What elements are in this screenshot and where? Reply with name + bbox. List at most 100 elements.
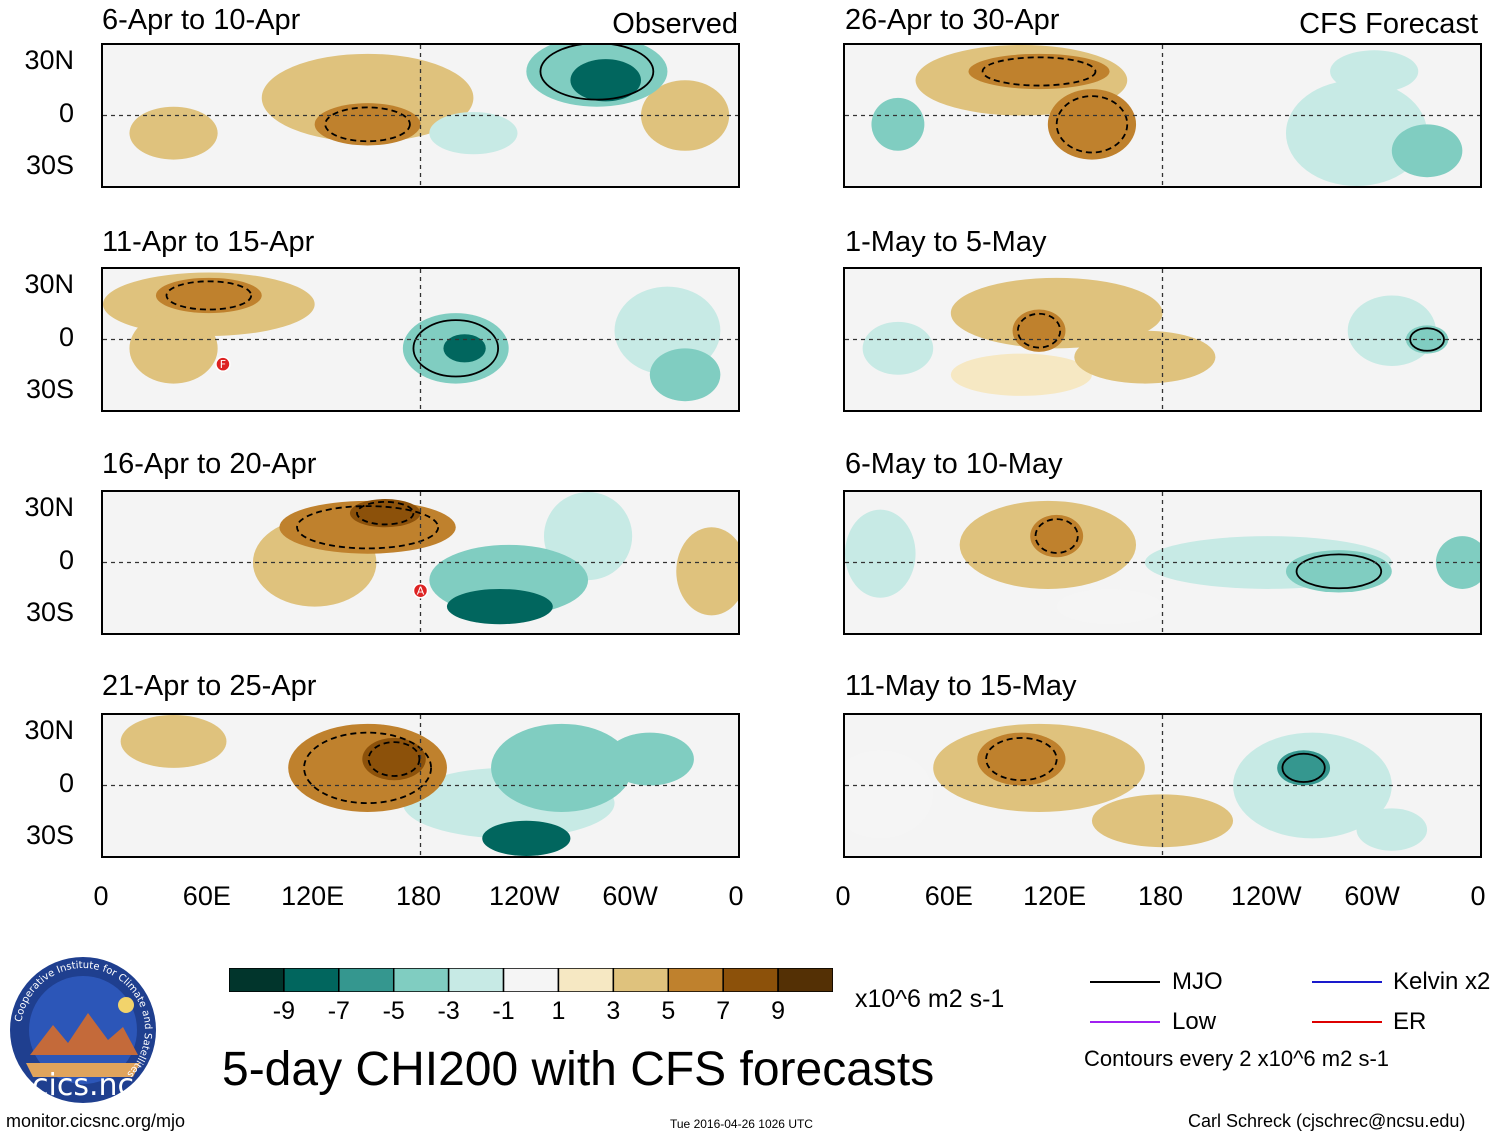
anomaly-field xyxy=(950,277,1163,349)
lat-label: 30S xyxy=(25,374,74,405)
panel-title-3: 16-Apr to 20-Apr xyxy=(102,448,317,480)
lat-label: 30N xyxy=(24,268,74,299)
anomaly-field xyxy=(155,277,262,314)
legend-line-er xyxy=(1312,1021,1382,1023)
colorbar-swatches xyxy=(228,967,834,993)
anomaly-field xyxy=(1030,514,1084,558)
colorbar xyxy=(228,967,834,993)
lon-label: 0 xyxy=(93,881,109,911)
map-field-3: A xyxy=(103,492,738,633)
mjo-contour xyxy=(985,737,1058,782)
lon-label: 120E xyxy=(281,881,345,911)
anomaly-field xyxy=(676,527,738,616)
colorbar-swatch xyxy=(283,967,340,993)
lat-label: 30N xyxy=(24,491,74,522)
anomaly-field xyxy=(845,509,916,598)
panel-title-6: 1-May to 5-May xyxy=(845,226,1047,258)
lon-label: 0 xyxy=(728,881,744,911)
contour-note: Contours every 2 x10^6 m2 s-1 xyxy=(1084,1046,1390,1071)
lon-label: 180 xyxy=(395,881,442,911)
colorbar-tick: 1 xyxy=(551,997,566,1025)
colorbar-swatch xyxy=(667,967,724,993)
legend-line-mjo xyxy=(1090,981,1160,983)
map-panel-3: A xyxy=(101,490,740,635)
mjo-contour xyxy=(981,56,1097,87)
lon-label: 60W xyxy=(1344,881,1400,911)
lon-label: 120W xyxy=(489,881,560,911)
lon-label: 120W xyxy=(1231,881,1302,911)
svg-text:F: F xyxy=(220,358,226,371)
lat-label: 30S xyxy=(25,597,74,628)
map-panel-2: F xyxy=(101,267,740,412)
panel-title-7: 6-May to 10-May xyxy=(845,448,1063,480)
map-field-1 xyxy=(103,45,738,186)
colorbar-tick: 9 xyxy=(771,997,786,1025)
colorbar-tick: -3 xyxy=(437,997,460,1025)
map-panel-5 xyxy=(843,43,1482,188)
svg-text:A: A xyxy=(417,585,425,598)
observed-label: Observed xyxy=(612,8,738,40)
anomaly-field xyxy=(570,59,641,102)
anomaly-field xyxy=(446,588,553,625)
lon-label: 180 xyxy=(1137,881,1184,911)
anomaly-field xyxy=(120,715,227,768)
map-field-6 xyxy=(845,269,1480,410)
storm-marker: F xyxy=(215,356,231,372)
main-title: 5-day CHI200 with CFS forecasts xyxy=(222,1043,935,1096)
anomaly-field xyxy=(1391,124,1463,178)
colorbar-tick: 3 xyxy=(606,997,621,1025)
anomaly-field xyxy=(491,723,633,812)
legend-label-mjo: MJO xyxy=(1172,968,1223,995)
mjo-contour xyxy=(1409,327,1445,352)
map-field-4 xyxy=(103,715,738,856)
footer-author: Carl Schreck (cjschrec@ncsu.edu) xyxy=(1188,1111,1466,1131)
mjo-contour xyxy=(1055,95,1129,154)
map-field-2: F xyxy=(103,269,738,410)
colorbar-swatch xyxy=(392,967,450,993)
anomaly-field xyxy=(871,97,925,151)
anomaly-field xyxy=(1047,89,1137,160)
panel-title-5: 26-Apr to 30-Apr xyxy=(845,4,1060,36)
cicsnc-logo: Cooperative Institute for Climate and Sa… xyxy=(8,955,158,1105)
mjo-contour xyxy=(303,731,432,805)
map-panel-6 xyxy=(843,267,1482,412)
lat-label: 0 xyxy=(58,97,74,128)
lat-label: 30S xyxy=(25,820,74,851)
anomaly-field xyxy=(1012,309,1066,352)
panel-title-1: 6-Apr to 10-Apr xyxy=(102,4,301,36)
mjo-contour xyxy=(296,505,440,550)
anomaly-field xyxy=(977,732,1066,786)
map-field-8 xyxy=(845,715,1480,856)
anomaly-field xyxy=(362,737,426,781)
mjo-contour xyxy=(1281,752,1326,783)
colorbar-tick: -5 xyxy=(382,997,405,1025)
anomaly-field xyxy=(1356,808,1428,851)
units-label: x10^6 m2 s-1 xyxy=(855,985,1005,1013)
colorbar-tick: -1 xyxy=(492,997,515,1025)
anomaly-field xyxy=(605,732,694,786)
colorbar-swatch xyxy=(502,967,560,993)
anomaly-field xyxy=(862,321,934,375)
lat-label: 30N xyxy=(24,714,74,745)
mjo-contour xyxy=(165,280,253,311)
legend-label-kelvin: Kelvin x2 xyxy=(1393,968,1491,995)
mjo-contour xyxy=(1295,553,1383,590)
legend-line-low xyxy=(1090,1021,1160,1023)
legend-label-low: Low xyxy=(1172,1008,1217,1035)
anomaly-field xyxy=(968,53,1110,90)
mjo-contour xyxy=(539,45,655,101)
anomaly-field xyxy=(129,313,218,384)
lon-label: 60E xyxy=(182,881,231,911)
colorbar-swatch xyxy=(612,967,670,993)
anomaly-field xyxy=(1056,588,1163,625)
anomaly-field xyxy=(845,750,934,839)
colorbar-swatch xyxy=(722,967,779,993)
legend-label-er: ER xyxy=(1393,1008,1427,1035)
lat-label: 30N xyxy=(24,44,74,75)
anomaly-field xyxy=(429,111,518,155)
footer-url: monitor.cicsnc.org/mjo xyxy=(6,1111,186,1131)
legend-line-kelvin xyxy=(1312,981,1382,983)
footer-timestamp: Tue 2016-04-26 1026 UTC xyxy=(670,1117,813,1131)
panel-title-8: 11-May to 15-May xyxy=(845,670,1077,702)
panel-title-4: 21-Apr to 25-Apr xyxy=(102,670,317,702)
